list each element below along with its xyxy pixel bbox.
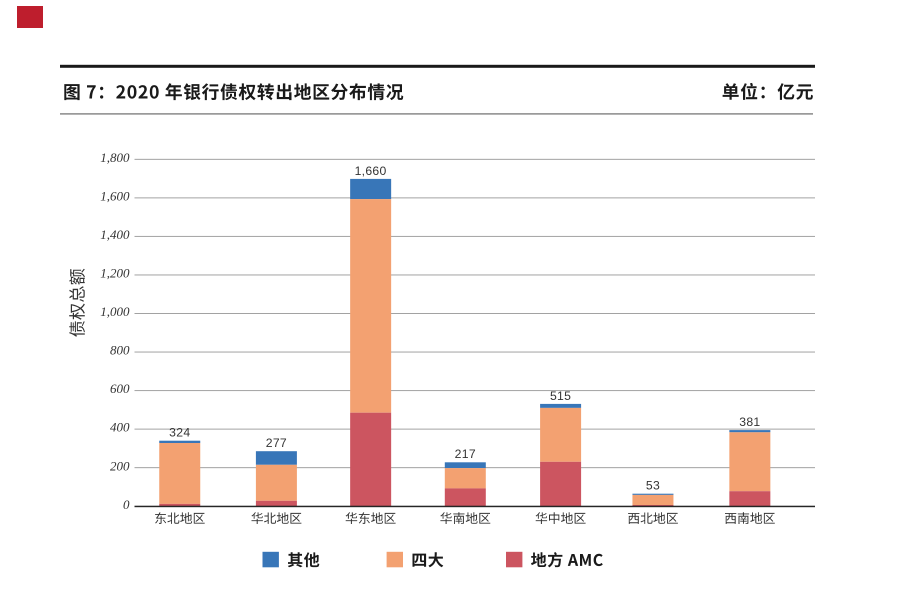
svg-text:1,800: 1,800	[100, 150, 130, 165]
svg-text:200: 200	[110, 458, 130, 473]
svg-text:53: 53	[646, 479, 660, 493]
svg-text:800: 800	[110, 343, 130, 358]
svg-text:1,200: 1,200	[100, 266, 130, 281]
svg-text:277: 277	[266, 436, 287, 450]
svg-text:1,000: 1,000	[100, 304, 130, 319]
svg-text:1,400: 1,400	[100, 227, 130, 242]
svg-text:1,600: 1,600	[100, 189, 130, 204]
svg-text:324: 324	[169, 426, 190, 440]
svg-text:400: 400	[110, 420, 130, 435]
svg-text:1,660: 1,660	[355, 164, 387, 178]
svg-text:217: 217	[455, 447, 476, 461]
svg-text:515: 515	[550, 389, 571, 403]
svg-text:600: 600	[110, 381, 130, 396]
svg-text:381: 381	[739, 415, 760, 429]
svg-text:0: 0	[123, 497, 130, 512]
